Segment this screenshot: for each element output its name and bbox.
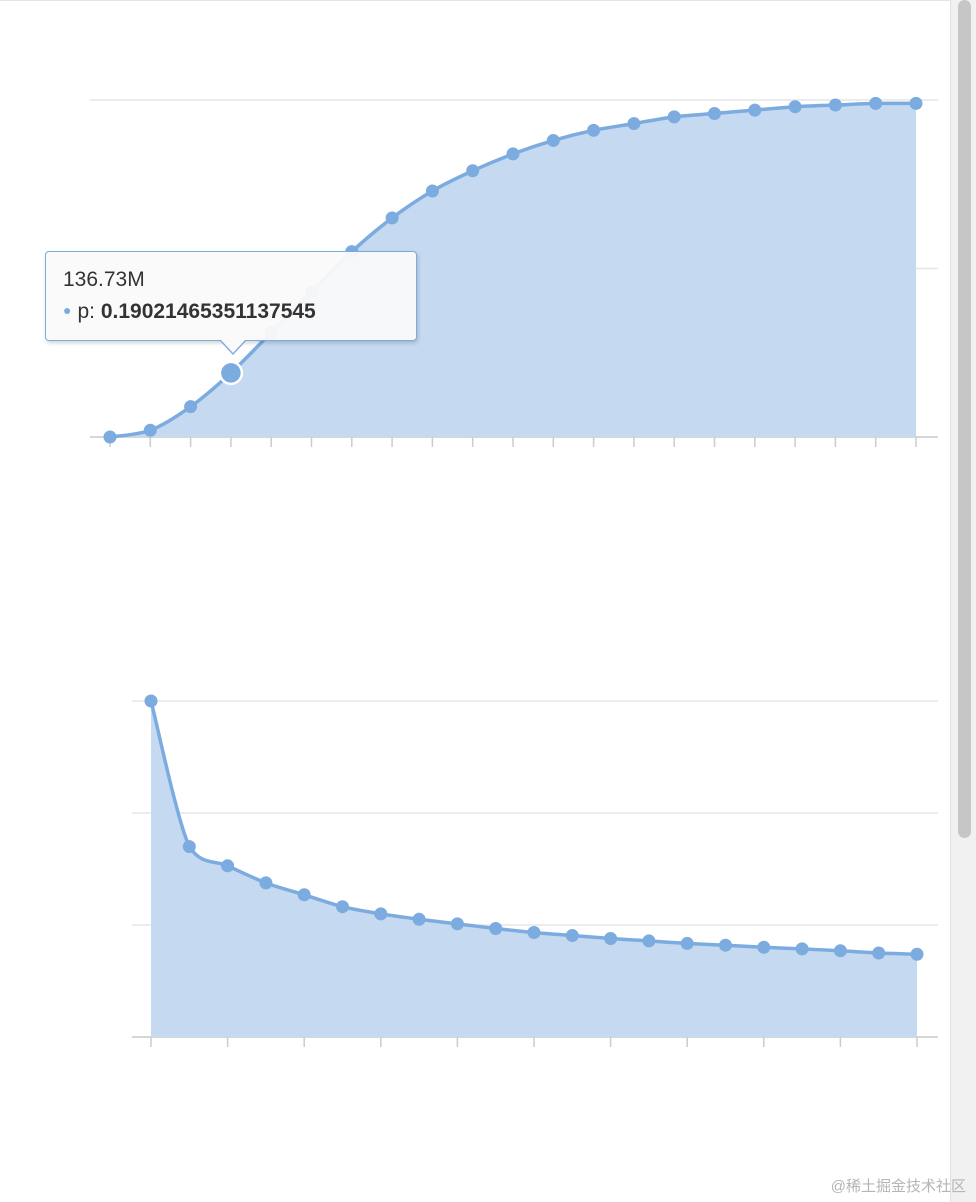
- series-area: [151, 701, 917, 1037]
- hovered-point: [218, 360, 244, 386]
- data-point: [103, 430, 117, 444]
- data-point: [788, 100, 802, 114]
- chart-p-vs-m: [132, 694, 938, 1047]
- data-point: [869, 96, 883, 110]
- data-point: [259, 876, 273, 890]
- data-point: [546, 133, 560, 147]
- data-point: [833, 944, 847, 958]
- series-area: [110, 103, 916, 438]
- data-point: [374, 907, 388, 921]
- data-point: [506, 147, 520, 161]
- data-point: [627, 117, 641, 131]
- tooltip-header: 136.73M: [63, 268, 145, 291]
- data-point: [412, 912, 426, 926]
- data-point: [604, 931, 618, 945]
- data-point: [757, 940, 771, 954]
- data-point: [184, 400, 198, 414]
- watermark: @稀土掘金技术社区: [830, 1178, 966, 1195]
- data-point: [336, 900, 349, 914]
- data-point: [182, 840, 196, 854]
- data-point: [143, 423, 157, 437]
- data-point: [795, 942, 809, 956]
- data-point: [909, 96, 923, 110]
- data-point: [565, 929, 579, 943]
- data-point: [385, 211, 399, 225]
- data-point: [144, 694, 158, 708]
- data-point: [680, 936, 694, 950]
- chart-panel: 136.73M ● p: 0.19021465351137545: [0, 0, 950, 1047]
- scrollbar-thumb[interactable]: [958, 0, 971, 838]
- data-point: [587, 123, 601, 137]
- tooltip: 136.73M ● p: 0.19021465351137545: [45, 251, 417, 355]
- tooltip-body: ● p: 0.19021465351137545: [63, 300, 316, 324]
- data-point: [221, 859, 235, 873]
- data-point: [719, 938, 732, 952]
- data-point: [527, 925, 541, 939]
- data-point: [489, 921, 503, 935]
- data-point: [708, 106, 721, 120]
- data-point: [450, 917, 464, 931]
- data-point: [748, 103, 762, 117]
- data-point: [425, 184, 439, 198]
- data-point: [828, 98, 842, 112]
- data-point: [910, 947, 924, 961]
- tooltip-arrow-inner: [221, 340, 245, 353]
- tooltip-label: p:: [77, 300, 95, 323]
- data-point: [642, 934, 656, 948]
- data-point: [872, 946, 886, 960]
- data-point: [466, 164, 480, 178]
- tooltip-value: 0.19021465351137545: [100, 300, 316, 323]
- data-point: [667, 110, 681, 124]
- top-divider: [0, 0, 950, 1]
- tooltip-series-dot: ●: [63, 302, 72, 318]
- data-point: [297, 888, 311, 902]
